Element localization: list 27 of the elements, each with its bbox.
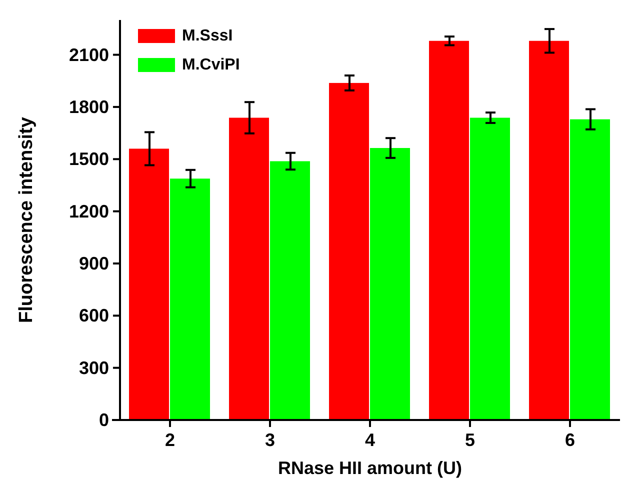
x-tick-label: 6	[564, 430, 576, 450]
legend-label: M.CviPI	[182, 56, 240, 74]
x-axis-title: RNase HII amount (U)	[278, 458, 462, 478]
x-tick-label: 2	[164, 430, 176, 450]
x-tick-label: 5	[464, 430, 476, 450]
y-tick-label: 1500	[68, 149, 109, 170]
y-tick-label: 1800	[68, 96, 109, 117]
bar	[529, 40, 569, 420]
x-tick-label: 4	[364, 430, 376, 450]
y-tick-label: 900	[78, 253, 109, 274]
x-tick-label: 3	[264, 430, 276, 450]
bar	[229, 118, 269, 420]
bar	[470, 118, 510, 420]
y-tick-label: 300	[78, 358, 109, 378]
bar	[270, 161, 310, 420]
bar	[570, 119, 610, 420]
y-tick-label: 600	[78, 306, 109, 326]
y-tick-label: 2100	[68, 44, 109, 65]
bar	[429, 40, 469, 420]
y-tick-label: 1200	[68, 201, 109, 222]
y-tick-label: 0	[98, 410, 109, 430]
bar	[129, 148, 169, 420]
y-axis-title: Fluorescence intensity	[16, 116, 37, 323]
bar	[329, 82, 369, 420]
legend-label: M.SssI	[182, 28, 233, 44]
bar	[170, 178, 210, 420]
bar	[370, 148, 410, 420]
